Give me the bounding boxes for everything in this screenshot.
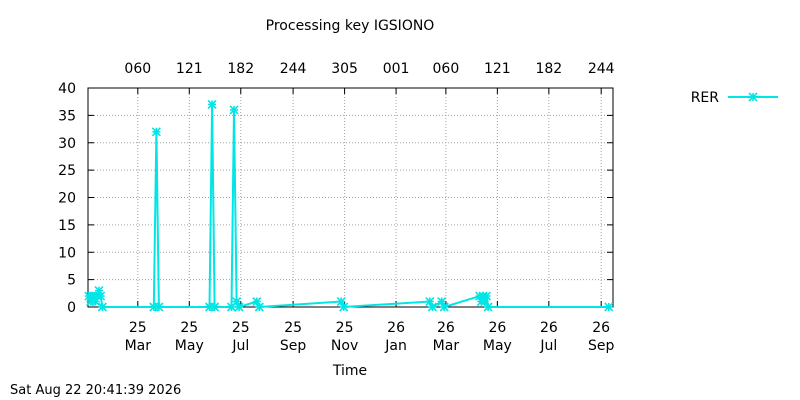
y-axis: 0 5 10 15 20 25 30 35 40 bbox=[58, 81, 613, 316]
x-top-tick-label: 305 bbox=[331, 61, 358, 77]
y-tick-label: 30 bbox=[58, 136, 76, 152]
x-tick-label-month: Mar bbox=[125, 338, 152, 354]
x-top-tick-label: 182 bbox=[227, 61, 254, 77]
x-tick-label-month: Jul bbox=[539, 338, 557, 354]
data-point bbox=[97, 302, 107, 312]
x-tick-label-year: 26 bbox=[488, 320, 506, 336]
x-axis-top: 060 121 182 244 305 001 060 121 182 244 bbox=[124, 61, 615, 94]
x-tick-label-year: 26 bbox=[540, 320, 558, 336]
data-point bbox=[210, 302, 220, 312]
chart-title: Processing key IGSIONO bbox=[266, 18, 435, 34]
x-top-tick-label: 121 bbox=[484, 61, 511, 77]
data-point bbox=[154, 302, 164, 312]
x-top-tick-label: 001 bbox=[383, 61, 410, 77]
x-tick-label-month: Nov bbox=[331, 338, 358, 354]
x-tick-label-month: Jul bbox=[231, 338, 249, 354]
x-tick-label-month: Sep bbox=[588, 338, 615, 354]
data-point bbox=[483, 302, 493, 312]
data-point bbox=[481, 291, 491, 301]
x-tick-label-year: 25 bbox=[180, 320, 198, 336]
data-point bbox=[439, 302, 449, 312]
data-point bbox=[96, 291, 106, 301]
x-tick-label-year: 25 bbox=[336, 320, 354, 336]
x-tick-label-year: 26 bbox=[592, 320, 610, 336]
x-axis-bottom: 25 Mar 25 May 25 Jul 25 Sep 25 Nov 26 Jan 26 Mar 26 May… bbox=[125, 301, 615, 354]
y-tick-label: 40 bbox=[58, 81, 76, 97]
x-axis-label: Time bbox=[332, 363, 367, 379]
y-tick-label: 20 bbox=[58, 191, 76, 207]
grid bbox=[88, 87, 613, 308]
data-point bbox=[151, 127, 161, 137]
x-top-tick-label: 244 bbox=[280, 61, 307, 77]
x-tick-label-month: Jan bbox=[384, 338, 407, 354]
x-tick-label-month: Sep bbox=[280, 338, 307, 354]
x-top-tick-label: 244 bbox=[588, 61, 615, 77]
data-point bbox=[254, 302, 264, 312]
x-tick-label-year: 26 bbox=[437, 320, 455, 336]
data-point bbox=[339, 302, 349, 312]
x-tick-label-month: May bbox=[483, 338, 512, 354]
x-top-tick-label: 121 bbox=[176, 61, 203, 77]
x-tick-label-year: 26 bbox=[387, 320, 405, 336]
legend-label-rer: RER bbox=[691, 90, 720, 106]
x-top-tick-label: 060 bbox=[124, 61, 151, 77]
x-tick-label-month: Mar bbox=[433, 338, 460, 354]
legend: RER bbox=[691, 90, 778, 106]
y-tick-label: 5 bbox=[67, 273, 76, 289]
y-tick-label: 10 bbox=[58, 245, 76, 261]
y-tick-label: 35 bbox=[58, 108, 76, 124]
data-point bbox=[229, 105, 239, 115]
y-tick-label: 15 bbox=[58, 218, 76, 234]
series-line bbox=[87, 104, 609, 309]
y-tick-label: 0 bbox=[67, 300, 76, 316]
y-tick-label: 25 bbox=[58, 163, 76, 179]
data-point bbox=[234, 302, 244, 312]
data-point bbox=[207, 99, 217, 109]
series-rer bbox=[84, 99, 614, 312]
legend-star bbox=[748, 92, 758, 102]
data-point bbox=[604, 302, 614, 312]
timestamp: Sat Aug 22 20:41:39 2026 bbox=[10, 383, 181, 398]
x-tick-label-year: 25 bbox=[284, 320, 302, 336]
data-point bbox=[427, 302, 437, 312]
legend-marker-rer bbox=[748, 92, 758, 102]
x-tick-label-year: 25 bbox=[232, 320, 250, 336]
x-top-tick-label: 060 bbox=[433, 61, 460, 77]
x-tick-label-year: 25 bbox=[129, 320, 147, 336]
x-top-tick-label: 182 bbox=[535, 61, 562, 77]
x-tick-label-month: May bbox=[175, 338, 204, 354]
